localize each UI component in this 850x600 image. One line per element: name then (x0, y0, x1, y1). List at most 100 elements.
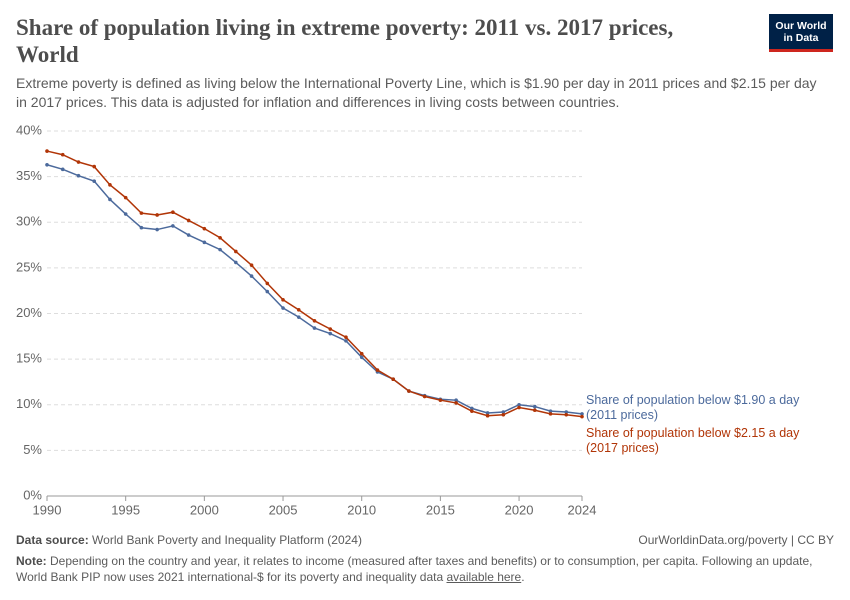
data-point (139, 211, 144, 215)
data-point (186, 218, 191, 223)
note-text: Depending on the country and year, it re… (16, 554, 813, 584)
data-point (359, 351, 364, 356)
data-point (186, 233, 191, 237)
series-label: Share of population below $2.15 a day (2… (586, 426, 800, 455)
x-tick-label: 2010 (347, 502, 376, 517)
url[interactable]: OurWorldinData.org/poverty | CC BY (638, 533, 834, 547)
data-point (92, 164, 97, 169)
data-point (501, 412, 506, 417)
data-point (454, 398, 458, 402)
data-point (296, 308, 301, 312)
data-point (123, 212, 128, 216)
data-point (76, 160, 81, 164)
x-tick-label: 1990 (33, 502, 62, 517)
y-tick-label: 5% (23, 442, 42, 457)
x-tick-label: 2000 (190, 502, 219, 517)
data-point (470, 406, 474, 411)
data-point (375, 368, 380, 372)
data-point (532, 408, 537, 413)
y-tick-label: 35% (16, 168, 42, 183)
data-point (155, 227, 159, 232)
note-label: Note: (16, 554, 47, 568)
x-tick-label: 2015 (426, 502, 455, 517)
data-point (485, 413, 490, 418)
data-point (139, 225, 144, 230)
y-tick-label: 15% (16, 351, 42, 366)
data-point (218, 235, 222, 240)
data-point (265, 281, 270, 286)
logo-line: in Data (783, 32, 819, 44)
data-point (249, 274, 254, 278)
series-line (46, 150, 583, 418)
data-point (548, 409, 553, 413)
title: Share of population living in extreme po… (16, 15, 674, 67)
data-point (564, 412, 569, 417)
data-point (328, 327, 333, 331)
data-point (202, 226, 207, 231)
data-point (60, 167, 65, 172)
data-point (328, 331, 333, 336)
y-tick-label: 30% (16, 214, 42, 229)
data-point (60, 152, 65, 157)
source-text: World Bank Poverty and Inequality Platfo… (92, 533, 362, 547)
data-point (171, 224, 175, 228)
source-label: Data source: (16, 533, 89, 547)
y-tick-label: 25% (16, 259, 42, 274)
data-point (438, 398, 443, 402)
x-tick-label: 2005 (269, 502, 298, 517)
data-point (155, 213, 159, 217)
data-point (485, 411, 490, 415)
y-tick-label: 40% (16, 122, 42, 137)
data-point (202, 240, 207, 245)
data-point (296, 315, 301, 319)
data-point (580, 412, 584, 416)
data-point (45, 162, 49, 167)
source: Data source: World Bank Poverty and Ineq… (16, 532, 362, 548)
y-tick-label: 20% (16, 305, 42, 320)
data-point (312, 326, 317, 330)
data-point (171, 210, 175, 215)
data-point (517, 402, 521, 407)
data-point (76, 173, 81, 178)
note-end: . (521, 570, 525, 584)
data-point (422, 394, 427, 399)
data-point (249, 263, 254, 267)
data-point (344, 335, 348, 340)
data-point (234, 260, 238, 265)
data-point (218, 247, 222, 252)
data-point (108, 197, 112, 202)
data-point (454, 401, 458, 405)
data-point (281, 298, 285, 302)
data-point (501, 410, 506, 414)
data-point (407, 389, 411, 393)
subtitle: Extreme poverty is defined as living bel… (16, 75, 817, 110)
logo[interactable]: Our World in Data (769, 14, 833, 52)
data-point (470, 409, 474, 413)
logo-line: Our World (775, 20, 827, 32)
data-point (532, 404, 537, 409)
series-line (46, 164, 583, 415)
data-point (391, 377, 395, 382)
series-label: Share of population below $1.90 a day (2… (586, 393, 800, 422)
x-tick-label: 2020 (505, 502, 534, 517)
data-point (281, 306, 285, 310)
x-tick-label: 2024 (568, 502, 597, 517)
data-point (517, 405, 521, 410)
data-point (564, 410, 569, 414)
data-point (234, 249, 238, 254)
data-point (548, 412, 553, 416)
data-point (265, 289, 270, 294)
data-point (92, 179, 97, 183)
note: Note: Depending on the country and year,… (16, 553, 816, 585)
data-point (344, 339, 348, 343)
data-point (580, 414, 584, 419)
y-tick-label: 0% (23, 487, 42, 502)
data-point (45, 149, 49, 153)
y-tick-label: 10% (16, 396, 42, 411)
data-point (108, 183, 112, 187)
data-point (359, 355, 364, 360)
note-link[interactable]: available here (446, 570, 522, 584)
data-point (312, 319, 317, 323)
